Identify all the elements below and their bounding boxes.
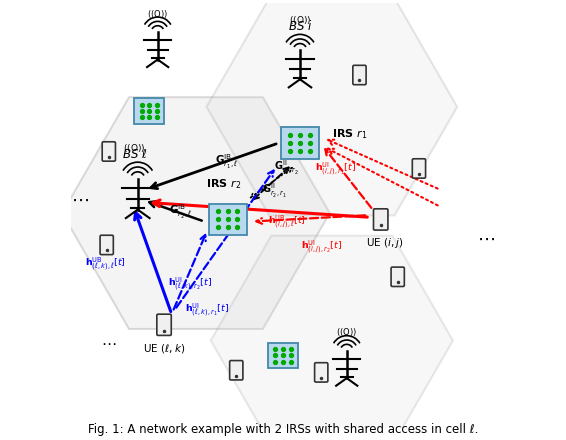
FancyBboxPatch shape [391,267,404,286]
Text: $\mathbf{G}^{\rm IB}_{r_2,\ell}$: $\mathbf{G}^{\rm IB}_{r_2,\ell}$ [169,203,192,221]
Text: $\mathbf{h}^{\rm UI}_{(\ell,k),r_2}[t]$: $\mathbf{h}^{\rm UI}_{(\ell,k),r_2}[t]$ [169,275,212,293]
Text: IRS $r_1$: IRS $r_1$ [332,128,367,141]
Text: $\mathbf{G}^{\rm IB}_{r_1,\ell}$: $\mathbf{G}^{\rm IB}_{r_1,\ell}$ [215,153,238,171]
FancyBboxPatch shape [209,204,247,235]
Text: $\mathbf{G}^{\rm II}_{r_1,r_2}$: $\mathbf{G}^{\rm II}_{r_1,r_2}$ [273,159,299,177]
Text: $\mathbf{h}^{\rm UI}_{(i,j),r_1}[t]$: $\mathbf{h}^{\rm UI}_{(i,j),r_1}[t]$ [315,160,356,177]
FancyBboxPatch shape [157,314,171,335]
FancyBboxPatch shape [268,343,298,368]
Text: $(({\rm O}))$: $(({\rm O}))$ [336,326,357,338]
Text: $(({\rm O}))$: $(({\rm O}))$ [289,14,311,26]
Text: $\mathbf{h}^{\rm UB}_{(\ell,k),\ell}[t]$: $\mathbf{h}^{\rm UB}_{(\ell,k),\ell}[t]$ [85,255,126,273]
Text: $\cdots$: $\cdots$ [71,191,89,209]
FancyBboxPatch shape [100,235,113,255]
Text: UE $(\ell,k)$: UE $(\ell,k)$ [143,342,185,355]
Polygon shape [207,0,457,216]
FancyBboxPatch shape [102,142,115,161]
Text: $\mathbf{h}^{\rm UB}_{(i,j),\ell}[t]$: $\mathbf{h}^{\rm UB}_{(i,j),\ell}[t]$ [268,213,306,230]
FancyBboxPatch shape [353,65,366,84]
Polygon shape [62,97,330,329]
Text: IRS $r_2$: IRS $r_2$ [206,177,241,191]
FancyBboxPatch shape [281,127,319,159]
Text: BS $i$: BS $i$ [288,19,312,33]
FancyBboxPatch shape [412,159,426,178]
FancyBboxPatch shape [374,209,388,230]
Text: $\mathbf{h}^{\rm UI}_{(i,j),r_2}[t]$: $\mathbf{h}^{\rm UI}_{(i,j),r_2}[t]$ [301,238,342,255]
Polygon shape [211,236,453,440]
Text: $(({\rm O}))$: $(({\rm O}))$ [147,8,168,20]
FancyBboxPatch shape [134,99,165,124]
Text: UE $(i,j)$: UE $(i,j)$ [366,236,404,250]
Text: $\mathbf{G}^{\rm II}_{r_2,r_1}$: $\mathbf{G}^{\rm II}_{r_2,r_1}$ [261,182,287,200]
FancyBboxPatch shape [315,363,328,382]
FancyBboxPatch shape [230,360,243,380]
Text: Fig. 1: A network example with 2 IRSs with shared access in cell ℓ.: Fig. 1: A network example with 2 IRSs wi… [88,423,478,436]
Text: $\mathbf{h}^{\rm UI}_{(\ell,k),r_1}[t]$: $\mathbf{h}^{\rm UI}_{(\ell,k),r_1}[t]$ [185,302,229,319]
Text: $(({\rm O}))$: $(({\rm O}))$ [123,142,145,154]
Text: BS $\ell$: BS $\ell$ [122,148,147,161]
Text: $\cdots$: $\cdots$ [101,335,117,350]
Text: $\cdots$: $\cdots$ [477,230,495,248]
